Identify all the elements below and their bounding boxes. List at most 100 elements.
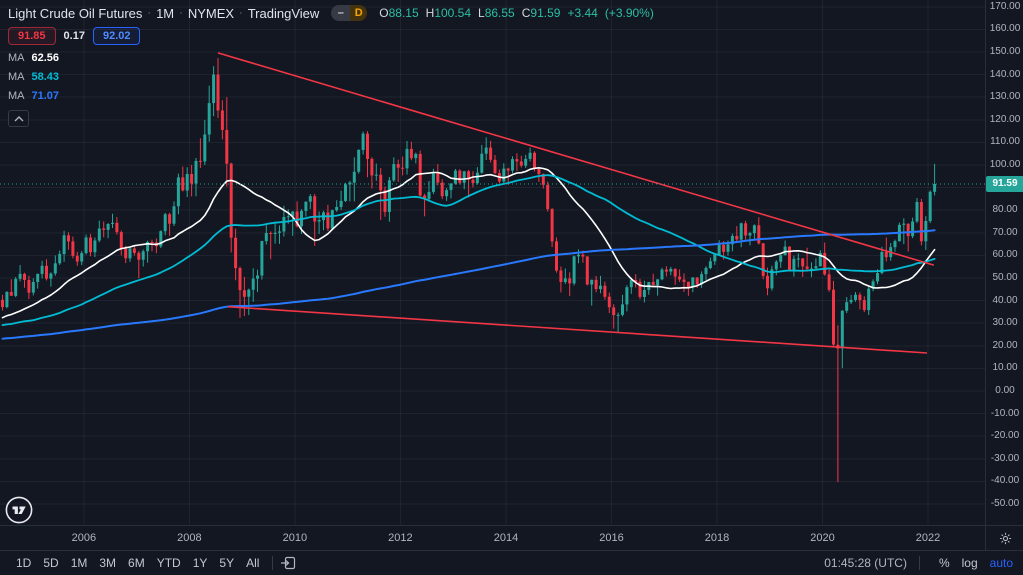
tradingview-logo[interactable] xyxy=(5,496,33,529)
range-button-1d[interactable]: 1D xyxy=(16,556,32,570)
scale-toolbar: 01:45:28 (UTC) % log auto xyxy=(812,556,1013,570)
range-buttons: 1D 5D 1M 3M 6M YTD 1Y 5Y All xyxy=(10,555,265,571)
price-axis-label: -40.00 xyxy=(990,475,1020,487)
time-axis-label: 2018 xyxy=(704,532,730,544)
last-price-badge: 91.59 xyxy=(986,175,1023,192)
indicator-legend: MA 62.56 MA 58.43 MA 71.07 xyxy=(8,52,654,102)
goto-date-icon xyxy=(281,556,296,570)
title-separator: · xyxy=(239,7,243,19)
low-label: L xyxy=(478,6,485,20)
ma-value: 62.56 xyxy=(31,52,60,64)
bottom-toolbar: 1D 5D 1M 3M 6M YTD 1Y 5Y All 01:45:28 (UTC) % lo… xyxy=(0,550,1023,575)
price-axis-label: 30.00 xyxy=(992,317,1018,329)
time-axis-label: 2016 xyxy=(599,532,624,544)
range-button-6m[interactable]: 6M xyxy=(128,556,145,570)
close-label: C xyxy=(521,6,531,20)
price-axis-label: -10.00 xyxy=(990,407,1020,419)
price-axis-label: 20.00 xyxy=(992,339,1018,351)
price-axis-label: 100.00 xyxy=(989,158,1021,170)
range-button-5d[interactable]: 5D xyxy=(43,556,59,570)
symbol-legend: Light Crude Oil Futures · 1M · NYMEX · T… xyxy=(8,5,654,127)
price-axis-label: 120.00 xyxy=(989,113,1021,125)
price-axis-label: 40.00 xyxy=(992,294,1018,306)
toolbar-divider xyxy=(918,556,920,570)
log-scale-button[interactable]: log xyxy=(961,556,978,570)
price-axis-label: 0.00 xyxy=(995,384,1015,396)
title-separator: · xyxy=(179,7,183,19)
time-axis-label: 2014 xyxy=(493,532,519,544)
range-button-1y[interactable]: 1Y xyxy=(192,556,208,570)
range-button-1m[interactable]: 1M xyxy=(70,556,88,570)
open-value: 88.15 xyxy=(388,6,419,20)
chart-area[interactable] xyxy=(0,0,985,525)
ohlc-readout: O88.15 H100.54 L86.55 C91.59 +3.44 (+3.9… xyxy=(379,6,654,20)
ma-label: MA xyxy=(8,71,25,83)
percent-scale-button[interactable]: % xyxy=(938,556,950,570)
change-value: +3.44 xyxy=(567,6,598,20)
gear-icon[interactable] xyxy=(999,532,1012,545)
price-axis-label: 150.00 xyxy=(989,45,1021,57)
interval-label[interactable]: 1M xyxy=(156,5,175,21)
buy-ask-button[interactable]: 92.02 xyxy=(92,27,141,45)
low-value: 86.55 xyxy=(484,6,515,20)
tradingview-logo-icon xyxy=(5,496,33,524)
high-value: 100.54 xyxy=(434,6,472,20)
time-axis-label: 2020 xyxy=(810,532,835,544)
time-axis-label: 2022 xyxy=(915,532,941,544)
ma-value: 58.43 xyxy=(31,71,60,83)
dash-icon: – xyxy=(331,5,351,21)
interval-toggle-pill[interactable]: – D xyxy=(331,5,368,21)
time-axis-label: 2006 xyxy=(71,532,97,544)
ma-legend-row-1[interactable]: MA 62.56 xyxy=(8,52,654,64)
price-axis-label: 140.00 xyxy=(989,68,1021,80)
date-range-toolbar: 1D 5D 1M 3M 6M YTD 1Y 5Y All xyxy=(10,555,296,571)
sell-bid-button[interactable]: 91.85 xyxy=(8,27,56,45)
price-axis-label: -20.00 xyxy=(990,430,1020,442)
bar-countdown: 01:45:28 (UTC) xyxy=(824,556,907,570)
ma-label: MA xyxy=(8,52,25,64)
change-percent: (+3.90%) xyxy=(604,6,654,20)
toolbar-divider xyxy=(272,556,274,570)
price-axis-label: 50.00 xyxy=(992,271,1018,283)
time-axis-label: 2008 xyxy=(177,532,202,544)
price-axis-label: 160.00 xyxy=(989,23,1021,35)
price-axis-label: 110.00 xyxy=(990,136,1020,148)
daily-interval-badge: D xyxy=(350,5,368,21)
open-label: O xyxy=(379,6,389,20)
time-axis-label: 2012 xyxy=(388,532,413,544)
price-axis-label: 60.00 xyxy=(992,249,1018,261)
range-button-ytd[interactable]: YTD xyxy=(156,556,181,570)
range-button-5y[interactable]: 5Y xyxy=(219,556,235,570)
price-axis-label: -50.00 xyxy=(990,497,1020,509)
chevron-up-icon xyxy=(14,115,23,121)
price-axis-label: -30.00 xyxy=(990,452,1020,464)
price-axis-label: 170.00 xyxy=(989,0,1021,12)
bid-ask-row: 91.85 0.17 92.02 xyxy=(8,27,654,45)
price-axis-label: 10.00 xyxy=(992,362,1018,374)
time-axis[interactable]: 2006 2008 2010 2012 2014 2016 2018 2020 2022 xyxy=(0,525,985,551)
ma-value: 71.07 xyxy=(31,90,60,102)
range-button-3m[interactable]: 3M xyxy=(99,556,117,570)
close-value: 91.59 xyxy=(530,6,561,20)
time-axis-label: 2010 xyxy=(282,532,308,544)
exchange-label[interactable]: NYMEX xyxy=(187,5,235,21)
price-axis-label: 130.00 xyxy=(989,91,1021,103)
goto-date-button[interactable] xyxy=(280,556,296,570)
brand-label[interactable]: TradingView xyxy=(247,5,320,21)
ma-legend-row-3[interactable]: MA 71.07 xyxy=(8,90,654,102)
title-separator: · xyxy=(147,7,152,19)
spread-value: 0.17 xyxy=(63,30,85,42)
range-button-all[interactable]: All xyxy=(246,556,260,570)
ma-legend-row-2[interactable]: MA 58.43 xyxy=(8,71,654,83)
ma-label: MA xyxy=(8,90,25,102)
legend-collapse-button[interactable] xyxy=(8,110,29,127)
price-axis-label: 80.00 xyxy=(992,204,1018,216)
price-axis[interactable]: 91.59 170.00 160.00 150.00 140.00 130.00 120.… xyxy=(985,0,1023,525)
price-axis-label: 70.00 xyxy=(992,226,1018,238)
price-chart-canvas[interactable] xyxy=(0,0,985,525)
symbol-name[interactable]: Light Crude Oil Futures xyxy=(8,5,143,21)
axis-corner xyxy=(985,525,1023,551)
auto-scale-button[interactable]: auto xyxy=(989,556,1013,570)
symbol-title-row: Light Crude Oil Futures · 1M · NYMEX · T… xyxy=(8,5,654,21)
